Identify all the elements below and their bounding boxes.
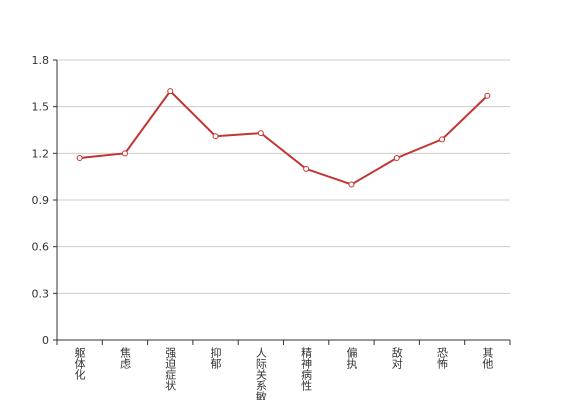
y-tick-label: 0: [42, 334, 49, 347]
y-tick-label: 0.6: [32, 241, 50, 254]
x-tick-label: 强迫症状: [164, 347, 177, 391]
line: [79, 89, 489, 186]
point: [348, 181, 355, 188]
point: [439, 136, 446, 143]
x-tick-label: 恐怖: [436, 347, 449, 369]
y-tick-label: 0.9: [32, 194, 50, 207]
point: [212, 133, 219, 140]
x-tick-label: 偏执: [345, 346, 358, 370]
y-tick-label: 1.8: [32, 54, 50, 67]
x-tick-label: 敌对: [390, 346, 403, 369]
y-tick-label: 1.5: [32, 101, 50, 114]
x-tick-label: 人际关系敏感: [254, 347, 267, 400]
point: [393, 155, 400, 161]
x-tick-label: 其他: [481, 347, 494, 369]
point: [167, 88, 174, 95]
point: [76, 155, 83, 161]
point: [484, 92, 491, 99]
x-tick-label: 躯体化: [73, 347, 86, 381]
point: [257, 130, 264, 137]
x-tick-label: 精神病性: [300, 347, 313, 392]
x-tick-label: 焦虑: [118, 347, 131, 369]
point: [121, 150, 128, 157]
y-tick-label: 1.2: [32, 147, 50, 160]
x-tick-label: 抑郁: [209, 346, 222, 369]
point: [303, 165, 310, 172]
y-tick-label: 0.3: [32, 287, 50, 300]
